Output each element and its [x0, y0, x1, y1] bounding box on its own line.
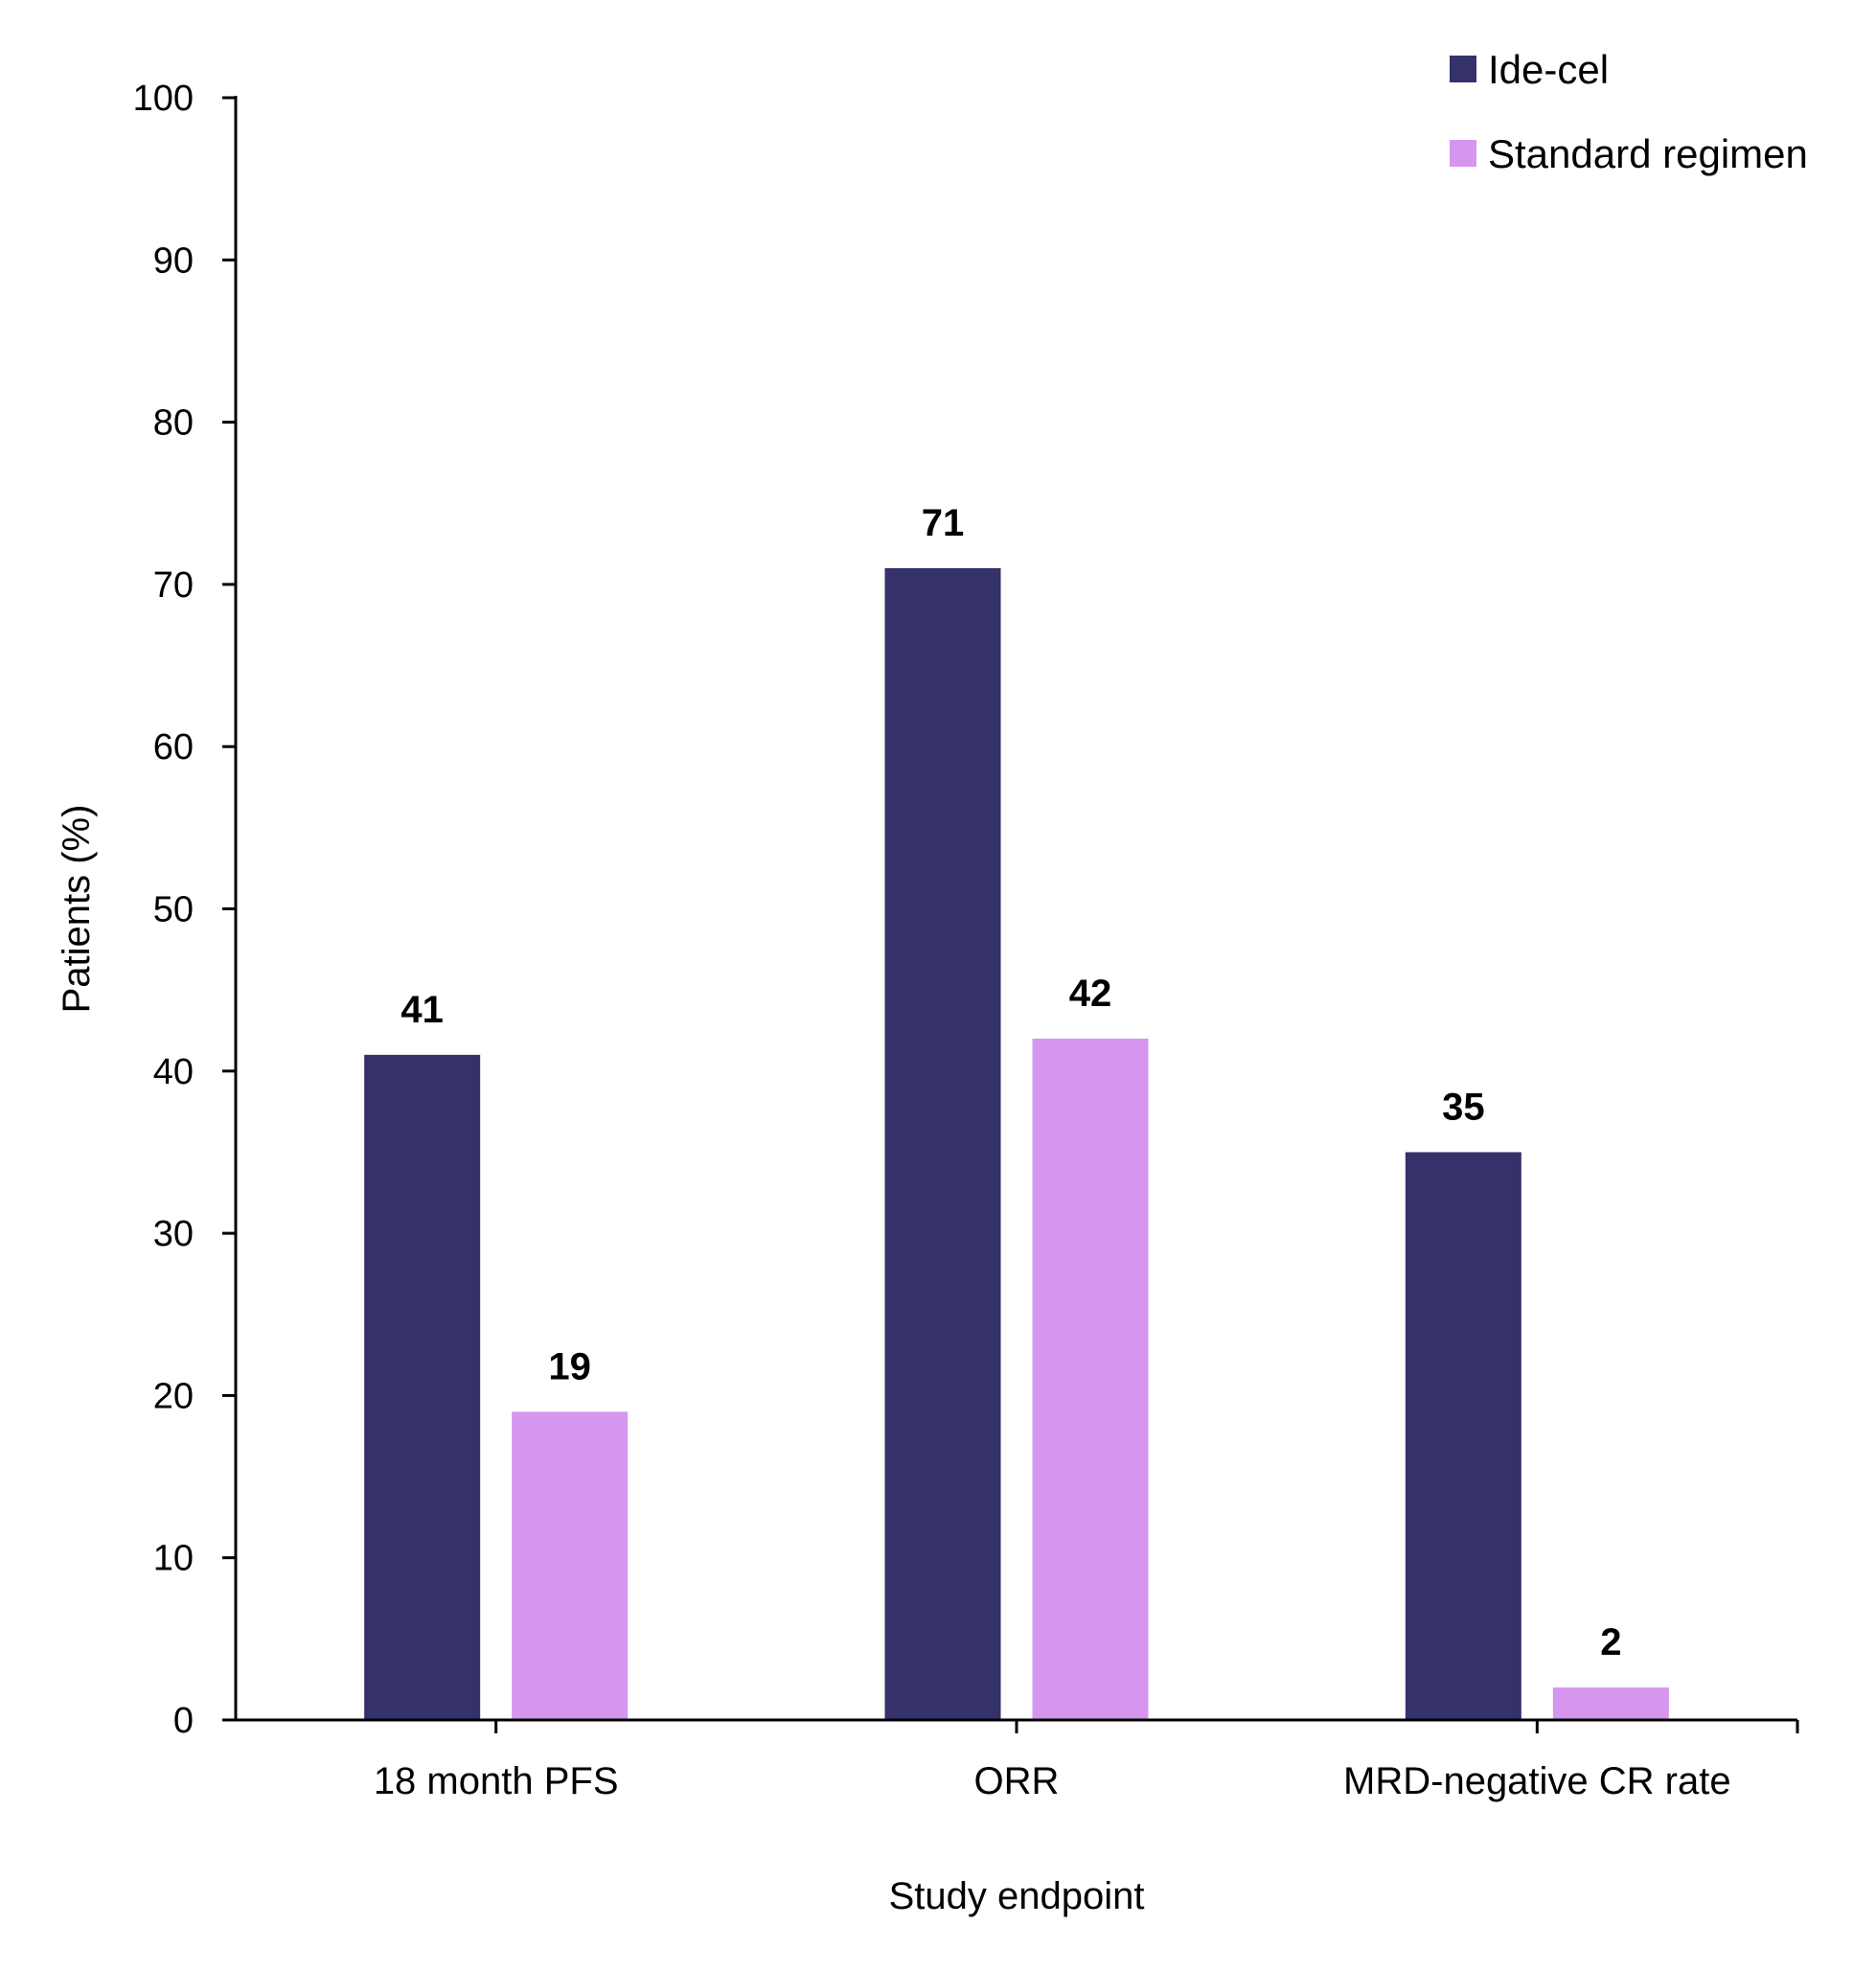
data-label: 41	[400, 989, 444, 1031]
y-tick-label: 20	[153, 1376, 194, 1416]
data-label: 35	[1442, 1086, 1485, 1128]
bar-ide-cel	[1405, 1152, 1521, 1720]
y-tick-label: 50	[153, 890, 194, 930]
y-tick-label: 40	[153, 1052, 194, 1092]
x-category-label: 18 month PFS	[374, 1760, 619, 1802]
y-axis-ticks: 0 10 20 30 40 50 60 70 80 90 100	[133, 79, 236, 1741]
legend-label: Standard regimen	[1488, 131, 1808, 176]
bar-ide-cel	[364, 1054, 481, 1720]
legend-label: Ide-cel	[1488, 47, 1609, 92]
legend-swatch	[1450, 56, 1476, 82]
y-tick-label: 100	[133, 79, 194, 119]
x-category-label: MRD-negative CR rate	[1343, 1760, 1731, 1802]
y-tick-label: 60	[153, 727, 194, 768]
bar-ide-cel	[884, 567, 1001, 1720]
y-axis-title: Patients (%)	[56, 805, 98, 1014]
bar-standard-regimen	[1552, 1687, 1669, 1720]
bars	[364, 567, 1669, 1720]
y-tick-label: 70	[153, 565, 194, 606]
bar-standard-regimen	[1032, 1038, 1149, 1720]
category-labels: 18 month PFS ORR MRD-negative CR rate	[374, 1760, 1731, 1802]
y-tick-label: 0	[173, 1701, 194, 1741]
y-tick-label: 90	[153, 241, 194, 281]
data-label: 42	[1069, 973, 1112, 1015]
data-label: 19	[548, 1345, 591, 1387]
y-tick-label: 80	[153, 403, 194, 444]
y-tick-label: 30	[153, 1214, 194, 1254]
data-labels: 41 19 71 42 35 2	[400, 502, 1621, 1663]
legend: Ide-cel Standard regimen	[1450, 47, 1808, 176]
x-axis-ticks	[494, 1720, 1799, 1733]
data-label: 2	[1600, 1621, 1621, 1663]
y-tick-label: 10	[153, 1539, 194, 1579]
x-axis-title: Study endpoint	[889, 1875, 1145, 1917]
legend-swatch	[1450, 140, 1476, 167]
x-category-label: ORR	[974, 1760, 1060, 1802]
bar-standard-regimen	[512, 1411, 629, 1720]
data-label: 71	[922, 502, 965, 544]
